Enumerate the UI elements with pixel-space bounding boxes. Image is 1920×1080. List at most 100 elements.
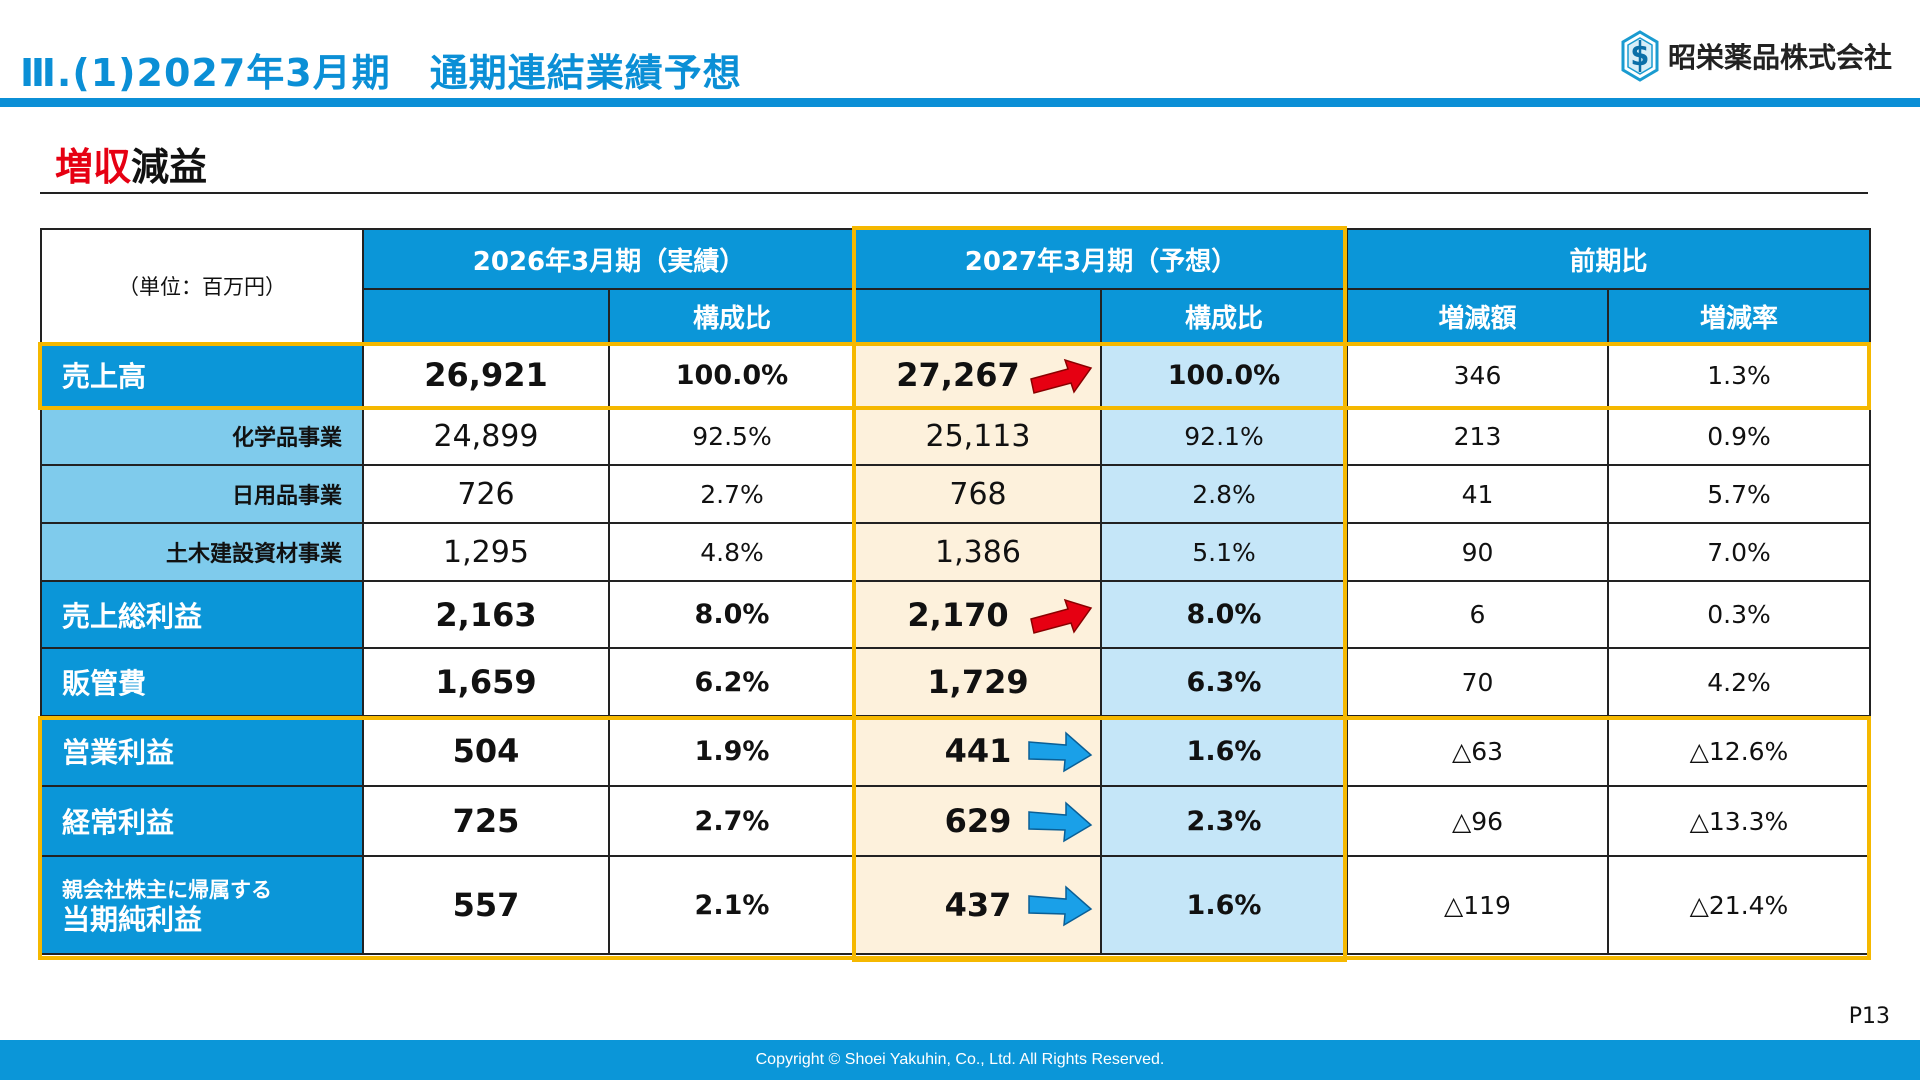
table-row: 土木建設資材事業 1,295 4.8% 1,386 5.1% 90 7.0%	[40, 522, 1872, 582]
cell-fy2027-ratio: 1.6%	[1100, 855, 1348, 955]
cell-fy2026-value: 504	[362, 715, 610, 787]
cell-fy2026-ratio: 4.8%	[608, 522, 856, 582]
cell-fy2026-value: 24,899	[362, 406, 610, 466]
cell-fy2026-ratio: 2.7%	[608, 464, 856, 524]
cell-fy2027-value: 25,113	[854, 406, 1102, 466]
cell-fy2027-ratio: 1.6%	[1100, 715, 1348, 787]
cell-fy2027-value: 437	[944, 886, 1012, 924]
cell-rate: 4.2%	[1606, 647, 1872, 717]
table-row: 販管費 1,659 6.2% 1,729 6.3% 70 4.2%	[40, 647, 1872, 717]
cell-fy2027-ratio: 100.0%	[1100, 342, 1348, 408]
row-label: 経常利益	[40, 785, 364, 857]
arrow-up-icon	[1030, 598, 1093, 634]
cell-fy2027-value: 1,729	[854, 647, 1102, 717]
cell-fy2027-value-wrap: 441	[854, 715, 1102, 787]
cell-rate: 1.3%	[1606, 342, 1872, 408]
cell-fy2026-value: 26,921	[362, 342, 610, 408]
cell-fy2026-ratio: 2.1%	[608, 855, 856, 955]
cell-fy2026-ratio: 2.7%	[608, 785, 856, 857]
cell-fy2027-ratio: 6.3%	[1100, 647, 1348, 717]
subtitle-text: 減益	[131, 145, 208, 189]
cell-fy2027-value: 2,170	[907, 595, 1009, 634]
cell-rate: 0.3%	[1606, 580, 1872, 649]
cell-fy2026-value: 1,295	[362, 522, 610, 582]
table-row: 売上高 26,921 100.0% 27,267 100.0% 346 1.3%	[40, 342, 1872, 408]
company-logo: S 昭栄薬品株式会社	[1620, 30, 1892, 82]
header-fy2027: 2027年3月期（予想）	[854, 228, 1348, 290]
cell-rate: 0.9%	[1606, 406, 1872, 466]
subtitle-underline	[40, 192, 1868, 194]
cell-fy2027-ratio: 8.0%	[1100, 580, 1348, 649]
row-label: 営業利益	[40, 715, 364, 787]
cell-fy2026-ratio: 92.5%	[608, 406, 856, 466]
table-row: 親会社株主に帰属する 当期純利益 557 2.1% 437 1.6% △119 …	[40, 855, 1872, 955]
cell-fy2027-value-wrap: 629	[854, 785, 1102, 857]
arrow-up-icon	[1030, 358, 1093, 394]
cell-fy2027-ratio: 2.3%	[1100, 785, 1348, 857]
cell-rate: △13.3%	[1606, 785, 1872, 857]
section-subtitle: 増収減益	[55, 136, 207, 191]
cell-fy2027-ratio: 2.8%	[1100, 464, 1348, 524]
subheader-fy2026-value	[362, 288, 610, 344]
row-label: 親会社株主に帰属する 当期純利益	[40, 855, 364, 955]
row-label: 化学品事業	[40, 406, 364, 466]
table-row: 化学品事業 24,899 92.5% 25,113 92.1% 213 0.9%	[40, 406, 1872, 466]
cell-diff: 90	[1346, 522, 1609, 582]
arrow-down-icon	[1028, 731, 1093, 773]
arrow-down-icon	[1028, 885, 1093, 927]
cell-fy2027-value-wrap: 437	[854, 855, 1102, 955]
row-label: 土木建設資材事業	[40, 522, 364, 582]
cell-fy2027-value: 441	[944, 732, 1012, 770]
subheader-diff: 増減額	[1346, 288, 1609, 344]
cell-rate: 7.0%	[1606, 522, 1872, 582]
cell-fy2026-value: 1,659	[362, 647, 610, 717]
row-label: 日用品事業	[40, 464, 364, 524]
subheader-fy2026-ratio: 構成比	[608, 288, 856, 344]
cell-fy2026-value: 726	[362, 464, 610, 524]
cell-fy2027-ratio: 5.1%	[1100, 522, 1348, 582]
cell-fy2027-value: 1,386	[854, 522, 1102, 582]
cell-fy2026-ratio: 6.2%	[608, 647, 856, 717]
cell-diff: △96	[1346, 785, 1609, 857]
cell-fy2027-value: 629	[944, 802, 1012, 840]
cell-diff: 70	[1346, 647, 1609, 717]
page-number: P13	[1848, 1004, 1890, 1029]
table-row: 売上総利益 2,163 8.0% 2,170 8.0% 6 0.3%	[40, 580, 1872, 649]
cell-diff: 213	[1346, 406, 1609, 466]
cell-diff: 41	[1346, 464, 1609, 524]
subheader-rate: 増減率	[1606, 288, 1872, 344]
cell-fy2027-value-wrap: 2,170	[854, 580, 1102, 649]
subheader-fy2027-value	[854, 288, 1102, 344]
cell-fy2027-value: 27,267	[896, 356, 1020, 394]
row-label-line1: 親会社株主に帰属する	[62, 878, 272, 902]
row-label: 販管費	[40, 647, 364, 717]
row-label: 売上総利益	[40, 580, 364, 649]
arrow-down-icon	[1028, 801, 1093, 843]
header-divider	[0, 98, 1920, 107]
cell-fy2026-value: 2,163	[362, 580, 610, 649]
subtitle-highlight: 増収	[55, 145, 132, 189]
cell-fy2026-value: 557	[362, 855, 610, 955]
table-row: 経常利益 725 2.7% 629 2.3% △96 △13.3%	[40, 785, 1872, 857]
cell-fy2026-ratio: 1.9%	[608, 715, 856, 787]
shoei-logo-icon: S	[1621, 30, 1659, 82]
cell-fy2027-value: 768	[854, 464, 1102, 524]
forecast-table: （単位：百万円） 2026年3月期（実績） 2027年3月期（予想） 前期比 構…	[40, 228, 1872, 955]
header-fy2026: 2026年3月期（実績）	[362, 228, 856, 290]
cell-rate: 5.7%	[1606, 464, 1872, 524]
cell-fy2027-ratio: 92.1%	[1100, 406, 1348, 466]
cell-fy2026-value: 725	[362, 785, 610, 857]
row-label-line2: 当期純利益	[62, 903, 203, 936]
cell-fy2027-value-wrap: 27,267	[854, 342, 1102, 408]
cell-diff: 346	[1346, 342, 1609, 408]
row-label: 売上高	[40, 342, 364, 408]
table-row: 日用品事業 726 2.7% 768 2.8% 41 5.7%	[40, 464, 1872, 524]
cell-fy2026-ratio: 8.0%	[608, 580, 856, 649]
cell-fy2026-ratio: 100.0%	[608, 342, 856, 408]
footer-copyright: Copyright © Shoei Yakuhin, Co., Ltd. All…	[0, 1040, 1920, 1080]
subheader-fy2027-ratio: 構成比	[1100, 288, 1348, 344]
company-name: 昭栄薬品株式会社	[1667, 41, 1892, 74]
cell-diff: 6	[1346, 580, 1609, 649]
unit-label: （単位：百万円）	[40, 228, 364, 344]
cell-rate: △12.6%	[1606, 715, 1872, 787]
